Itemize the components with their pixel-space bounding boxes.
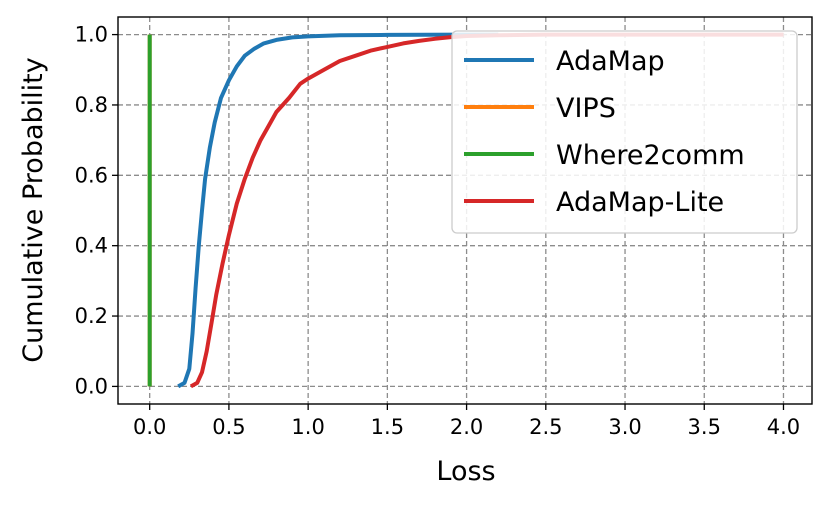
x-tick-label: 2.5: [529, 415, 562, 439]
x-tick-label: 1.5: [371, 415, 404, 439]
x-tick-label: 3.5: [688, 415, 721, 439]
y-tick-label: 0.8: [75, 93, 108, 117]
y-tick-label: 0.6: [75, 163, 108, 187]
y-tick-label: 0.4: [75, 234, 108, 258]
x-tick-label: 1.0: [291, 415, 324, 439]
y-tick-label: 1.0: [75, 23, 108, 47]
x-tick-label: 0.0: [133, 415, 166, 439]
y-tick-label: 0.2: [75, 304, 108, 328]
plot-frame: [117, 16, 813, 405]
x-tick-label: 3.0: [608, 415, 641, 439]
x-tick-label: 0.5: [212, 415, 245, 439]
y-tick-label: 0.0: [75, 374, 108, 398]
legend: AdaMap VIPS Where2comm AdaMap-Lite: [451, 30, 798, 234]
legend-label: AdaMap-Lite: [556, 187, 724, 218]
legend-box: [451, 30, 798, 234]
y-axis-ticks: 0.0 0.2 0.4 0.6 0.8 1.0: [75, 23, 118, 398]
x-tick-label: 2.0: [450, 415, 483, 439]
series-lines: [147, 32, 784, 389]
legend-label: VIPS: [556, 93, 616, 124]
legend-label: AdaMap: [556, 46, 665, 77]
series-line-adamap-lite: [189, 32, 784, 389]
x-axis-label: Loss: [436, 456, 495, 487]
legend-label: Where2comm: [556, 140, 745, 171]
x-tick-label: 4.0: [767, 415, 800, 439]
series-line-adamap: [177, 32, 499, 389]
x-axis-ticks: 0.0 0.5 1.0 1.5 2.0 2.5 3.0 3.5 4.0: [133, 404, 800, 439]
y-axis-label: Cumulative Probability: [18, 57, 49, 362]
